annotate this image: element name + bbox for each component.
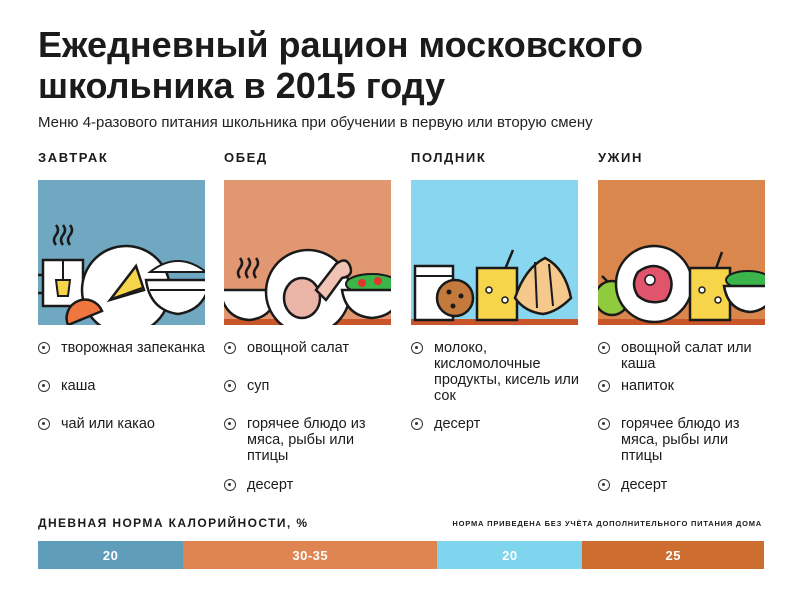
bullet-icon (411, 418, 423, 430)
bullet-icon (224, 380, 236, 392)
page-title: Ежедневный рацион московского школьника … (38, 24, 643, 106)
list-item: молоко, кисломолочные продукты, кисель и… (411, 340, 586, 416)
bullet-icon (224, 342, 236, 354)
calories-segment-label: 20 (502, 547, 518, 563)
meal-lunch: ОБЕД овощной салат суп горячее блюдо из … (224, 150, 392, 493)
list-item: десерт (598, 477, 773, 497)
calories-label: ДНЕВНАЯ НОРМА КАЛОРИЙНОСТИ, % (38, 516, 309, 530)
list-item: суп (224, 378, 399, 416)
bullet-icon (224, 479, 236, 491)
bullet-icon (598, 479, 610, 491)
snack-illustration (411, 180, 578, 325)
meal-dinner: УЖИН овощной салат или каша напиток горя… (598, 150, 766, 493)
bullet-icon (598, 418, 610, 430)
dinner-illustration (598, 180, 765, 325)
meal-title: ПОЛДНИК (411, 150, 487, 165)
list-item: овощной салат (224, 340, 399, 378)
calories-segment-lunch: 30-35 (183, 541, 438, 569)
meal-items: овощной салат или каша напиток горячее б… (598, 340, 773, 497)
page-subtitle: Меню 4-разового питания школьника при об… (38, 114, 593, 131)
meal-title: ЗАВТРАК (38, 150, 109, 165)
meal-snack: ПОЛДНИК молоко, кисломолочные продукты, … (411, 150, 579, 432)
meal-title: УЖИН (598, 150, 643, 165)
calories-segment-label: 30-35 (292, 547, 329, 563)
meal-title: ОБЕД (224, 150, 268, 165)
meal-items: молоко, кисломолочные продукты, кисель и… (411, 340, 586, 436)
calories-segment-dinner: 25 (582, 541, 764, 569)
calories-segment-breakfast: 20 (38, 541, 184, 569)
breakfast-illustration (38, 180, 205, 325)
bullet-icon (38, 380, 50, 392)
lunch-illustration (224, 180, 391, 325)
bullet-icon (38, 342, 50, 354)
list-item: горячее блюдо из мяса, рыбы или птицы (224, 416, 399, 477)
calories-bar: 20 30-35 20 25 (38, 541, 764, 569)
list-item: десерт (411, 416, 586, 436)
meal-breakfast: ЗАВТРАК творожная запеканка каша (38, 150, 206, 432)
bullet-icon (224, 418, 236, 430)
calories-segment-snack: 20 (437, 541, 583, 569)
list-item: овощной салат или каша (598, 340, 773, 378)
bullet-icon (598, 342, 610, 354)
bullet-icon (598, 380, 610, 392)
list-item: напиток (598, 378, 773, 416)
list-item: десерт (224, 477, 399, 497)
list-item: горячее блюдо из мяса, рыбы или птицы (598, 416, 773, 477)
bullet-icon (411, 342, 423, 354)
list-item: чай или какао (38, 416, 213, 454)
calories-segment-label: 20 (102, 547, 119, 563)
list-item: творожная запеканка (38, 340, 213, 378)
bullet-icon (38, 418, 50, 430)
calories-note: НОРМА ПРИВЕДЕНА БЕЗ УЧЁТА ДОПОЛНИТЕЛЬНОГ… (452, 519, 762, 528)
list-item: каша (38, 378, 213, 416)
meal-items: творожная запеканка каша чай или какао (38, 340, 213, 454)
calories-segment-label: 25 (665, 547, 681, 563)
meal-items: овощной салат суп горячее блюдо из мяса,… (224, 340, 399, 497)
